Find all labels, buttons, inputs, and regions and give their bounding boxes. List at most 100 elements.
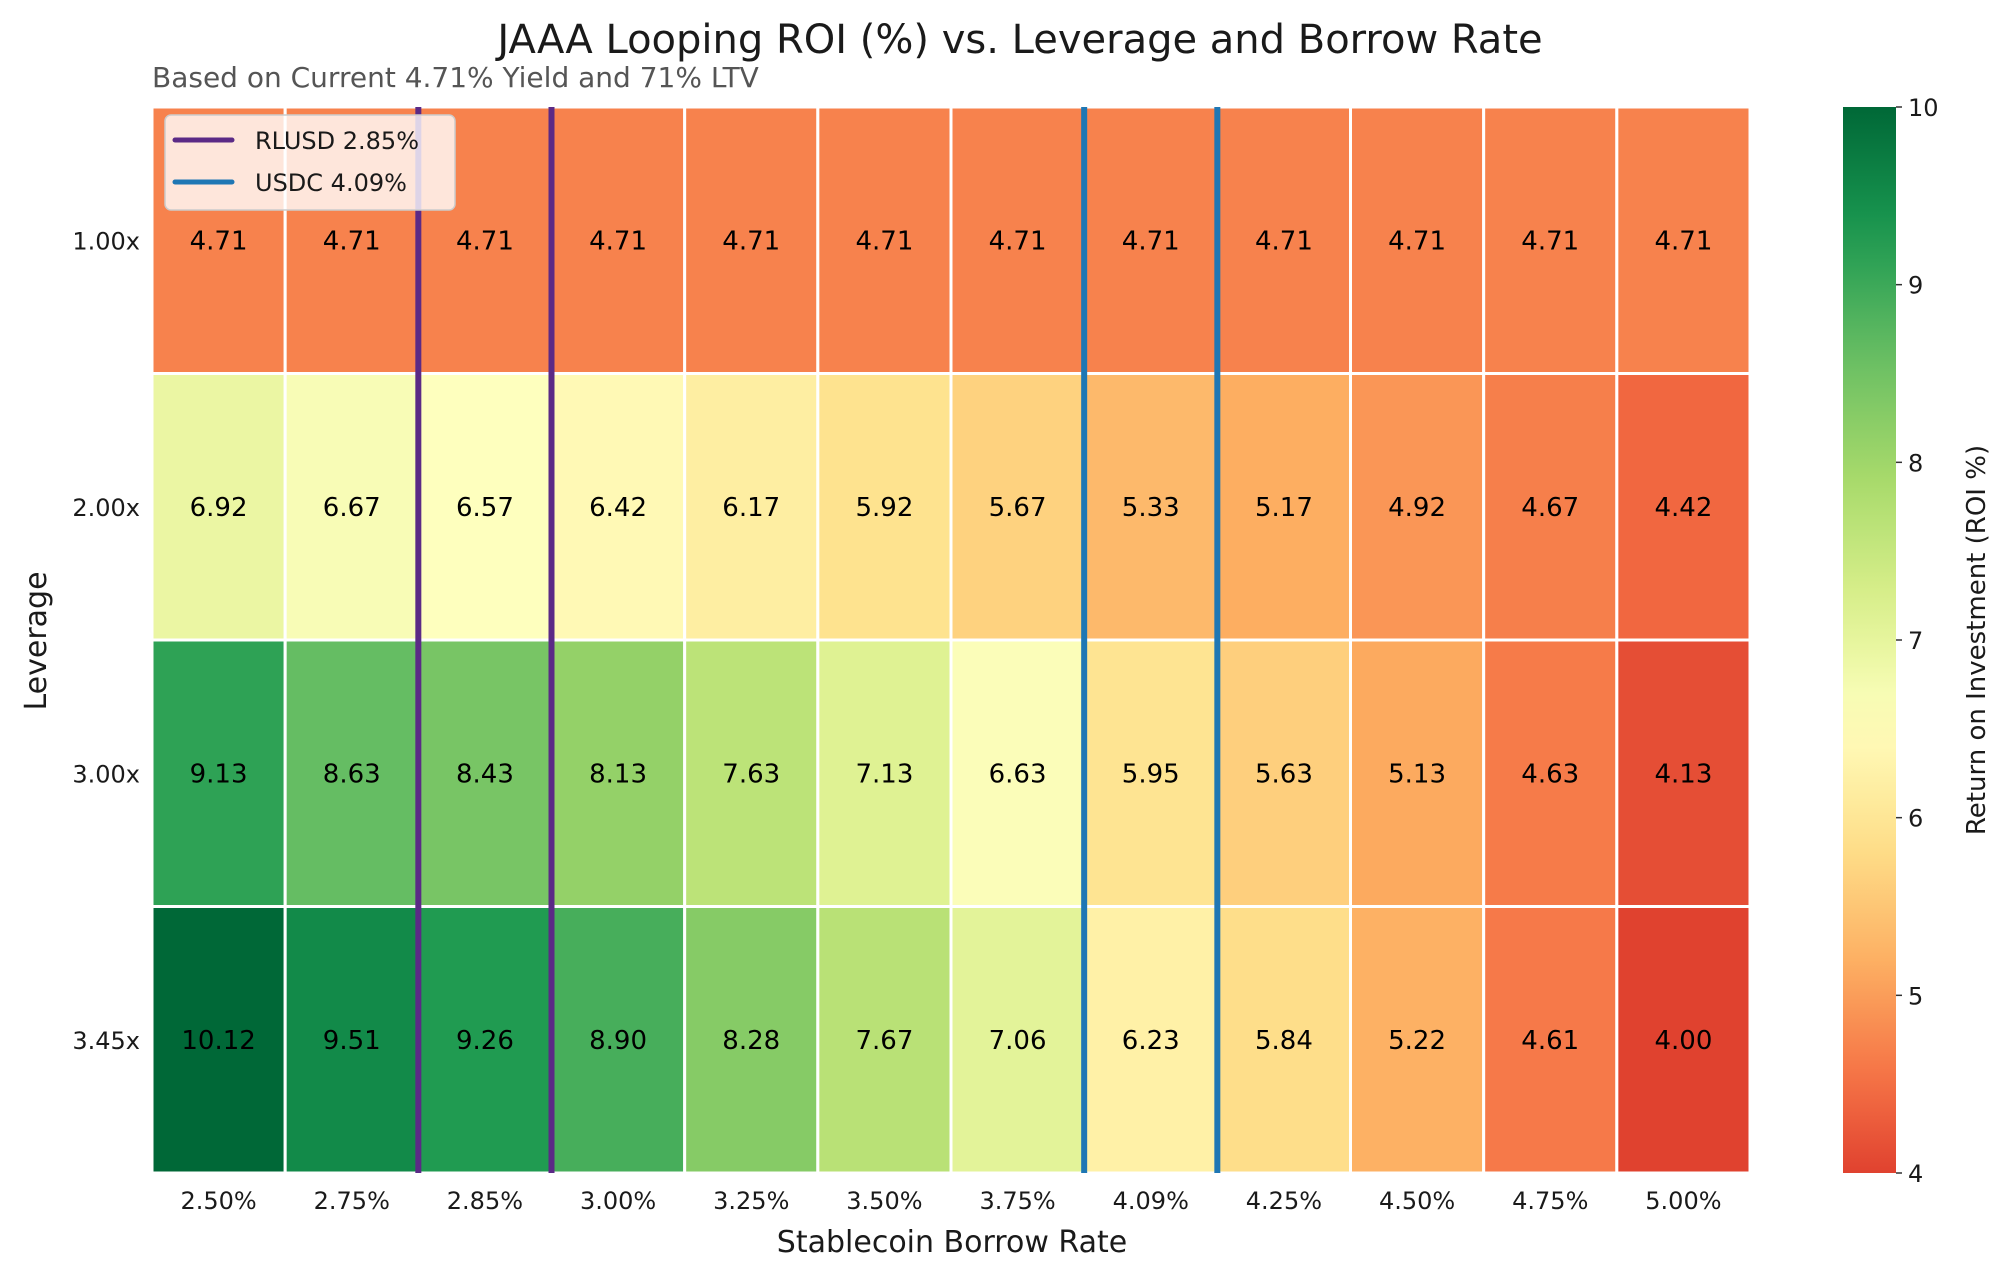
heatmap-cell (683, 905, 820, 1175)
x-tick-label: 3.50% (846, 1187, 922, 1215)
heatmap-cell (416, 905, 554, 1175)
heatmap-cell (949, 372, 1086, 642)
colorbar-tick-label: 6 (1908, 805, 1923, 833)
cell-value-label: 4.63 (1521, 759, 1579, 789)
colorbar-tick-label: 9 (1908, 272, 1923, 300)
cell-value-label: 7.63 (722, 759, 780, 789)
y-axis-label: Leverage (19, 571, 54, 710)
heatmap-cell (816, 372, 953, 642)
cell-value-label: 4.00 (1654, 1026, 1712, 1056)
x-tick-label: 2.85% (447, 1187, 523, 1215)
colorbar-gradient (1843, 107, 1896, 1173)
x-tick-label: 4.25% (1246, 1187, 1322, 1215)
cell-value-label: 8.43 (456, 759, 514, 789)
cell-value-label: 5.17 (1255, 493, 1313, 523)
cell-value-label: 5.22 (1388, 1026, 1446, 1056)
heatmap-cell (949, 638, 1086, 908)
legend-label-rlusd: RLUSD 2.85% (255, 127, 419, 155)
heatmap-cell (1349, 372, 1486, 642)
cell-value-label: 6.92 (190, 493, 248, 523)
cell-value-label: 4.42 (1654, 493, 1712, 523)
legend: RLUSD 2.85% USDC 4.09% (164, 114, 456, 211)
cell-value-label: 5.13 (1388, 759, 1446, 789)
heatmap-cell (1615, 905, 1752, 1175)
y-tick-label: 3.00x (72, 760, 140, 788)
cell-value-label: 6.23 (1122, 1026, 1180, 1056)
y-tick-label: 1.00x (72, 227, 140, 255)
cell-value-label: 4.71 (456, 226, 514, 256)
x-tick-label: 4.50% (1379, 1187, 1455, 1215)
cell-value-label: 9.51 (323, 1026, 381, 1056)
cell-value-label: 4.67 (1521, 493, 1579, 523)
heatmap-cell (1615, 638, 1752, 908)
cell-value-label: 4.71 (1255, 226, 1313, 256)
heatmap-cells (150, 105, 1752, 1175)
colorbar-tick-label: 8 (1908, 449, 1923, 477)
cell-value-label: 6.57 (456, 493, 514, 523)
colorbar-label: Return on Investment (ROI %) (1962, 445, 1992, 835)
cell-value-label: 10.12 (181, 1026, 255, 1056)
cell-value-label: 4.71 (1521, 226, 1579, 256)
cell-value-label: 4.71 (589, 226, 647, 256)
heatmap-cell (550, 905, 687, 1175)
colorbar-tick-label: 7 (1908, 627, 1923, 655)
cell-value-label: 6.42 (589, 493, 647, 523)
x-tick-labels: 2.50% 2.75% 2.85% 3.00% 3.25% 3.50% 3.75% 4.09%… (180, 1187, 1721, 1215)
cell-value-label: 6.63 (989, 759, 1047, 789)
y-tick-label: 2.00x (72, 494, 140, 522)
cell-value-label: 6.67 (323, 493, 381, 523)
cell-value-label: 5.92 (855, 493, 913, 523)
y-tick-label: 3.45x (72, 1027, 140, 1055)
x-tick-label: 5.00% (1645, 1187, 1721, 1215)
cell-value-label: 5.63 (1255, 759, 1313, 789)
colorbar-ticks: 4 5 6 7 8 9 10 (1896, 94, 1939, 1188)
heatmap-cell (1215, 372, 1353, 642)
cell-value-label: 4.71 (1122, 226, 1180, 256)
reference-lines (415, 107, 1221, 1173)
heatmap-cell (816, 105, 953, 375)
x-tick-label: 3.25% (713, 1187, 789, 1215)
cell-value-label: 5.84 (1255, 1026, 1313, 1056)
cell-value-label: 4.61 (1521, 1026, 1579, 1056)
x-tick-label: 4.09% (1113, 1187, 1189, 1215)
heatmap-cell (1349, 105, 1486, 375)
cell-value-label: 4.71 (989, 226, 1047, 256)
cell-value-label: 6.17 (722, 493, 780, 523)
colorbar: 4 5 6 7 8 9 10 Return on Investment (ROI %) (1843, 94, 1992, 1188)
cell-value-label: 9.26 (456, 1026, 514, 1056)
cell-value-label: 5.95 (1122, 759, 1180, 789)
x-tick-label: 2.50% (180, 1187, 256, 1215)
cell-value-label: 4.71 (1388, 226, 1446, 256)
x-tick-label: 4.75% (1512, 1187, 1588, 1215)
heatmap-cell (1482, 905, 1619, 1175)
cell-value-label: 4.71 (323, 226, 381, 256)
colorbar-tick-label: 10 (1908, 94, 1939, 122)
cell-value-label: 4.71 (190, 226, 248, 256)
cell-value-label: 7.13 (855, 759, 913, 789)
x-tick-label: 2.75% (314, 1187, 390, 1215)
heatmap-cell (1615, 372, 1752, 642)
cell-value-label: 4.71 (855, 226, 913, 256)
heatmap-cell (550, 638, 687, 908)
heatmap-cell (1082, 372, 1219, 642)
heatmap-cell (683, 372, 820, 642)
cell-value-label: 5.33 (1122, 493, 1180, 523)
cell-value-label: 8.90 (589, 1026, 647, 1056)
heatmap-cell (150, 905, 287, 1175)
cell-value-label: 4.13 (1654, 759, 1712, 789)
colorbar-tick-label: 4 (1908, 1160, 1923, 1188)
heatmap-cell (949, 905, 1086, 1175)
legend-label-usdc: USDC 4.09% (255, 169, 407, 197)
chart-subtitle: Based on Current 4.71% Yield and 71% LTV (152, 61, 759, 94)
y-tick-labels: 1.00x 2.00x 3.00x 3.45x (72, 227, 140, 1055)
heatmap-cell (1349, 905, 1486, 1175)
cell-value-label: 4.71 (722, 226, 780, 256)
x-axis-label: Stablecoin Borrow Rate (777, 1225, 1127, 1260)
heatmap-cell (816, 905, 953, 1175)
cell-value-label: 8.13 (589, 759, 647, 789)
heatmap-cell (150, 638, 287, 908)
chart-title: JAAA Looping ROI (%) vs. Leverage and Bo… (494, 17, 1542, 63)
heatmap-cell-labels: 4.71 4.71 4.71 4.71 4.71 4.71 4.71 4.71 4.71 4.71… (181, 226, 1712, 1056)
heatmap-cell (416, 638, 554, 908)
